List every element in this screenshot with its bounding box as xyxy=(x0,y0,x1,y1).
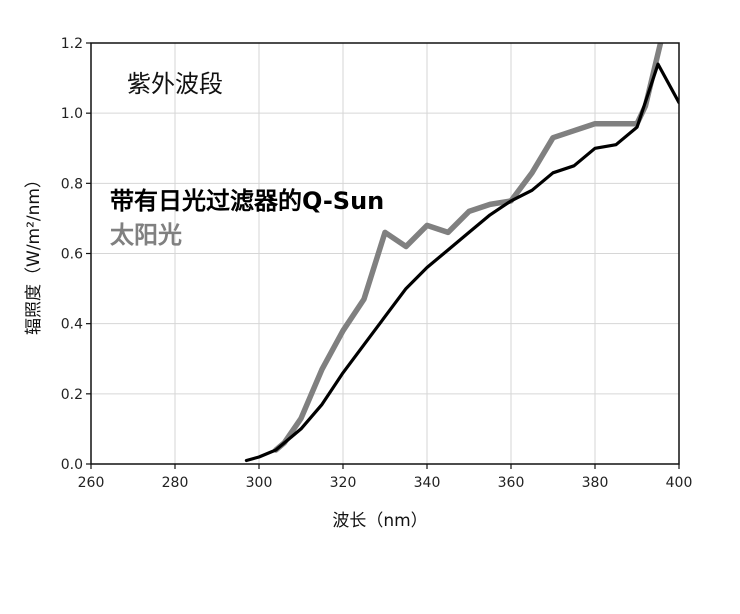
series-line-sunlight xyxy=(273,43,664,453)
x-axis-ticks: 260 280 300 320 340 360 380 400 xyxy=(78,464,693,491)
x-tick-label: 340 xyxy=(414,475,441,491)
series-lines xyxy=(244,43,679,463)
y-axis-title: 辐照度（W/m²/nm） xyxy=(24,171,44,335)
x-tick-label: 380 xyxy=(582,475,609,491)
y-tick-label: 1.0 xyxy=(61,106,83,122)
x-tick-label: 400 xyxy=(666,475,693,491)
x-tick-label: 280 xyxy=(162,475,189,491)
y-tick-label: 0.2 xyxy=(61,387,83,403)
legend-entry-q-sun: 带有日光过滤器的Q-Sun xyxy=(110,187,384,215)
grid xyxy=(91,43,679,464)
y-tick-label: 1.2 xyxy=(61,36,83,52)
x-tick-label: 300 xyxy=(246,475,273,491)
y-tick-label: 0.4 xyxy=(61,317,83,333)
x-axis-title: 波长（nm） xyxy=(332,511,427,531)
y-tick-label: 0.0 xyxy=(61,457,83,473)
series-line-q-sun xyxy=(244,62,679,463)
y-axis-ticks: 0.0 0.2 0.4 0.6 0.8 1.0 1.2 xyxy=(61,36,91,473)
x-tick-label: 320 xyxy=(330,475,357,491)
legend-entry-sunlight: 太阳光 xyxy=(110,221,182,249)
x-tick-label: 360 xyxy=(498,475,525,491)
y-tick-label: 0.8 xyxy=(61,176,83,192)
y-tick-label: 0.6 xyxy=(61,247,83,263)
x-tick-label: 260 xyxy=(78,475,105,491)
chart-title: 紫外波段 xyxy=(127,70,223,98)
